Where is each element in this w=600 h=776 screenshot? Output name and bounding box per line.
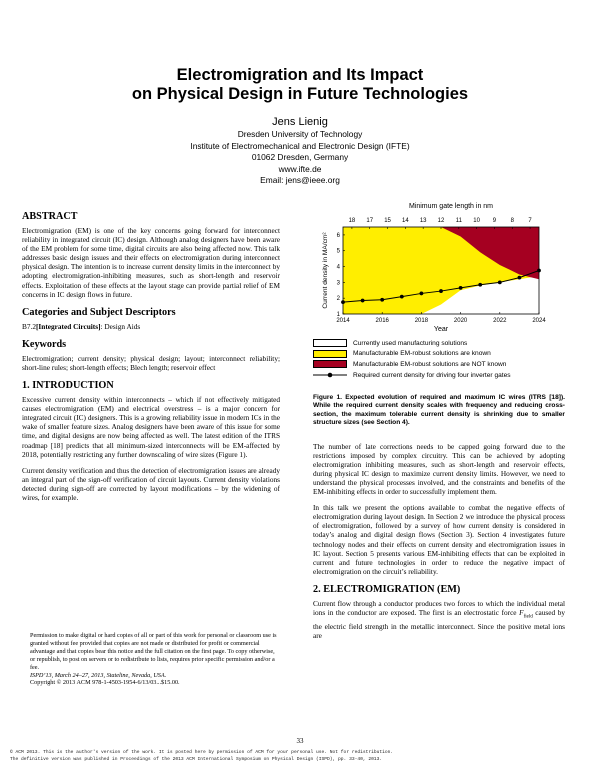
- x-tick-label: 2024: [532, 318, 546, 324]
- top-axis-label: Minimum gate length in nm: [409, 203, 493, 210]
- footer-notice: © ACM 2013. This is the author's version…: [10, 749, 590, 763]
- series-point: [380, 297, 385, 302]
- legend-item-current: Currently used manufacturing solutions: [313, 338, 563, 349]
- legend-label-line: Required current density for driving fou…: [353, 371, 511, 379]
- categories-desc: : Design Aids: [100, 321, 141, 331]
- x-tick-label: 2018: [415, 318, 429, 324]
- series-point: [517, 275, 522, 280]
- author-city: 01062 Dresden, Germany: [251, 152, 349, 163]
- top-tick-label: 12: [438, 218, 445, 224]
- categories-heading: Categories and Subject Descriptors: [22, 306, 176, 318]
- legend-label-current: Currently used manufacturing solutions: [353, 339, 468, 347]
- y-tick-label: 1: [337, 312, 341, 318]
- x-tick-label: 2014: [336, 318, 350, 324]
- series-point: [360, 298, 365, 303]
- top-tick-label: 14: [402, 218, 409, 224]
- y-tick-label: 3: [337, 280, 341, 286]
- author-block: Jens Lienig Dresden University of Techno…: [0, 115, 600, 187]
- y-tick-label: 5: [337, 249, 341, 255]
- em-text-a: Current flow through a conductor produce…: [313, 598, 565, 618]
- series-point: [478, 282, 483, 287]
- legend-item-not-known: Manufacturable EM-robust solutions are N…: [313, 359, 563, 370]
- x-tick-label: 2016: [376, 318, 390, 324]
- author-email[interactable]: Email: jens@ieee.org: [260, 175, 340, 186]
- right-paragraph-3: Current flow through a conductor produce…: [313, 599, 565, 640]
- intro-paragraph-2: Current density verification and thus th…: [22, 465, 280, 502]
- series-point: [497, 280, 502, 285]
- legend-item-line: Required current density for driving fou…: [313, 370, 563, 381]
- legend-item-known: Manufacturable EM-robust solutions are k…: [313, 349, 563, 360]
- top-tick-label: 9: [493, 218, 497, 224]
- top-tick-label: 15: [384, 218, 391, 224]
- author-web[interactable]: www.ifte.de: [278, 163, 322, 174]
- top-tick-label: 8: [511, 218, 515, 224]
- right-paragraph-1: The number of late corrections needs to …: [313, 441, 565, 497]
- series-point: [399, 294, 404, 299]
- x-tick-label: 2020: [454, 318, 468, 324]
- em-text-b: caused by the electric field strength in…: [313, 608, 565, 640]
- top-tick-label: 7: [528, 218, 532, 224]
- permission-notice: Permission to make digital or hard copie…: [30, 632, 280, 687]
- paper-title: Electromigration and Its Impact on Physi…: [0, 66, 600, 104]
- top-tick-label: 10: [473, 218, 480, 224]
- chart-legend: Currently used manufacturing solutions M…: [313, 338, 563, 380]
- figure-1-caption: Figure 1. Expected evolution of required…: [313, 394, 565, 427]
- top-tick-label: 11: [456, 218, 463, 224]
- top-tick-label: 17: [366, 218, 373, 224]
- categories-text: B7.2[Integrated Circuits]: Design Aids: [22, 322, 280, 331]
- right-column: Figure 1. Expected evolution of required…: [313, 394, 565, 647]
- page-number: 33: [296, 737, 304, 745]
- abstract-heading: ABSTRACT: [22, 211, 78, 222]
- legend-label-known: Manufacturable EM-robust solutions are k…: [353, 350, 491, 358]
- permission-text: Permission to make digital or hard copie…: [30, 632, 277, 671]
- y-axis-label: Current density in MA/cm²: [322, 232, 329, 309]
- series-point: [419, 291, 424, 296]
- x-axis-label: Year: [434, 326, 449, 333]
- title-line-2: on Physical Design in Future Technologie…: [131, 85, 469, 103]
- conference-line: ISPD’13, March 24–27, 2013, Stateline, N…: [30, 671, 167, 679]
- top-tick-label: 18: [349, 218, 356, 224]
- keywords-text: Electromigration; current density; physi…: [22, 353, 280, 372]
- series-point: [458, 286, 463, 290]
- title-line-1: Electromigration and Its Impact: [176, 66, 424, 84]
- abstract-text: Electromigration (EM) is one of the key …: [22, 226, 280, 299]
- legend-swatch-red: [313, 360, 347, 369]
- author-name: Jens Lienig: [272, 116, 328, 128]
- categories-code: B7.2: [22, 321, 36, 331]
- author-affiliation: Dresden University of Technology: [237, 129, 363, 139]
- keywords-heading: Keywords: [22, 338, 67, 350]
- top-tick-label: 13: [420, 218, 427, 224]
- footer-line-1: © ACM 2013. This is the author's version…: [10, 750, 394, 755]
- y-tick-label: 6: [337, 233, 341, 239]
- left-column: ABSTRACT Electromigration (EM) is one of…: [22, 209, 280, 509]
- right-paragraph-2: In this talk we present the options avai…: [313, 503, 565, 576]
- legend-label-not-known: Manufacturable EM-robust solutions are N…: [353, 360, 507, 368]
- x-tick-label: 2022: [493, 318, 507, 324]
- section-2-heading: 2. ELECTROMIGRATION (EM): [313, 583, 461, 595]
- legend-swatch-white: [313, 339, 347, 348]
- series-point: [537, 268, 541, 273]
- y-tick-label: 2: [337, 296, 341, 302]
- series-point: [341, 300, 345, 305]
- categories-bold: [Integrated Circuits]: [36, 321, 101, 331]
- y-tick-label: 4: [337, 265, 341, 271]
- author-institute: Institute of Electromechanical and Elect…: [190, 140, 410, 151]
- copyright-line: Copyright © 2013 ACM 978-1-4503-1954-6/1…: [30, 679, 180, 687]
- legend-swatch-yellow: [313, 349, 347, 358]
- area-em-robust-not-known: [343, 227, 539, 280]
- em-force-symbol: F: [519, 608, 524, 618]
- intro-paragraph-1: Excessive current density within interco…: [22, 395, 280, 459]
- em-force-subscript: field: [523, 614, 533, 620]
- legend-line-marker-icon: [313, 372, 347, 378]
- intro-heading: 1. INTRODUCTION: [22, 380, 114, 392]
- footer-line-2: The definitive version was published in …: [10, 757, 383, 762]
- series-point: [439, 289, 443, 293]
